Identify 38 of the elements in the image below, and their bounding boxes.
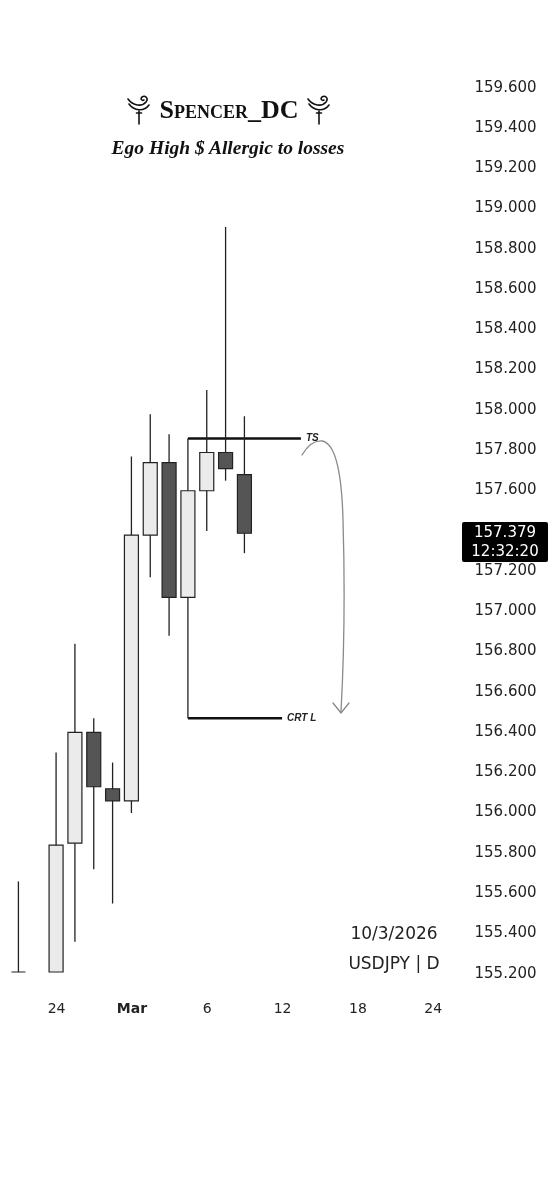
annotation: 10/3/2026 — [349, 922, 439, 945]
y-tick-label: 157.800 — [474, 439, 537, 458]
chart-title: Spencer_DC — [159, 95, 299, 125]
y-tick-label: 157.600 — [474, 480, 537, 499]
x-tick-label: 24 — [47, 999, 66, 1016]
y-tick-label: 159.200 — [474, 158, 537, 177]
y-tick-label: 157.200 — [474, 560, 537, 579]
x-tick-label: 6 — [202, 999, 212, 1016]
text: Ego High $ Allergic to losses — [110, 136, 346, 159]
x-tick-label: Mar — [116, 999, 148, 1016]
y-tick-label: 155.400 — [474, 923, 537, 942]
y-tick-label: 157.000 — [474, 601, 537, 620]
y-tick-label: 156.200 — [474, 762, 537, 781]
y-tick-label: 158.000 — [474, 399, 537, 418]
y-tick-label: 158.800 — [474, 238, 537, 257]
y-tick-label: 155.800 — [474, 842, 537, 861]
y-tick-label: 158.200 — [474, 359, 537, 378]
y-tick-label: 156.400 — [474, 721, 537, 740]
y-tick-label: 156.800 — [474, 641, 537, 660]
x-tick-label: 12 — [273, 999, 292, 1016]
x-tick-label: 24 — [424, 999, 443, 1016]
series-label: TS — [305, 432, 320, 444]
y-tick-label: 155.600 — [474, 882, 537, 901]
y-tick-label: 158.400 — [474, 319, 537, 338]
y-tick-label: 156.000 — [474, 802, 537, 821]
series-label: CRT L — [287, 712, 317, 724]
x-tick-label: 18 — [349, 999, 367, 1016]
annotation: USDJPY | D — [347, 952, 441, 975]
candlestick — [217, 226, 234, 482]
y-tick-label: 158.600 — [474, 278, 537, 297]
y-tick-label: 159.600 — [474, 77, 537, 96]
candlestick — [10, 880, 27, 973]
y-tick-label: 159.400 — [474, 117, 537, 136]
y-tick-label: 156.600 — [474, 681, 537, 700]
y-tick-label: 155.200 — [474, 963, 537, 982]
price-tag: 157.379 12:32:20 — [462, 522, 548, 563]
candlestick — [104, 761, 121, 905]
y-tick-label: 159.000 — [474, 198, 537, 217]
